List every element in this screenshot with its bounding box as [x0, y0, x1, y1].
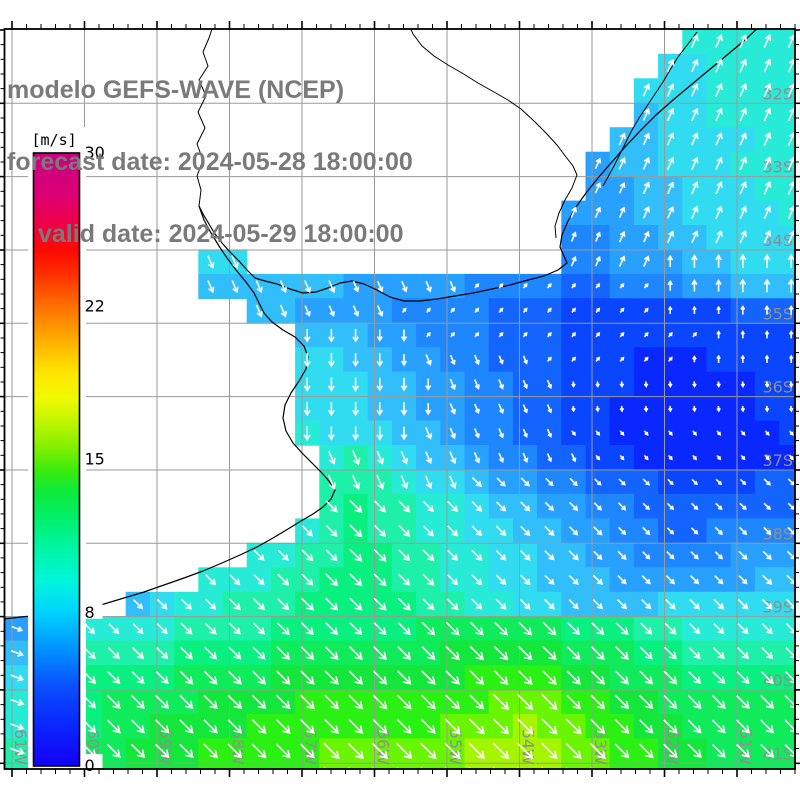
colorbar-gradient [32, 152, 81, 767]
lon-label: 56W [374, 729, 393, 765]
title-block: modelo GEFS-WAVE (NCEP) forecast date: 2… [7, 30, 413, 294]
colorbar-tick-label: 8 [85, 603, 95, 622]
lon-label: 61W [11, 729, 30, 765]
lon-label: 58W [229, 729, 248, 765]
forecast-date-label: forecast date: 2024-05-28 18:00:00 [7, 148, 413, 176]
valid-date-label: valid date: 2024-05-29 18:00:00 [38, 220, 404, 248]
lon-label: 59W [156, 729, 175, 765]
map-frame [0, 21, 800, 777]
coastline [4, 29, 758, 620]
lon-label: 55W [446, 729, 465, 765]
lon-label: 52W [664, 729, 683, 765]
colorbar-tick-label: 22 [85, 296, 105, 315]
coastline-layer [4, 29, 758, 620]
colorbar: [m/s] 30 22 15 8 0 [28, 127, 105, 779]
coastal-lagoon [602, 31, 698, 187]
lat-label: 37S [762, 451, 793, 470]
colorbar-unit-label: [m/s] [32, 131, 77, 149]
lat-label: 41S [762, 744, 793, 763]
lon-label: 51W [736, 729, 755, 765]
lon-label: 57W [301, 729, 320, 765]
uruguay-river [196, 29, 213, 207]
country-border [410, 29, 578, 239]
lat-label: 36S [762, 378, 793, 397]
colorbar-tick-label: 0 [85, 756, 95, 775]
lat-label: 35S [762, 304, 793, 323]
graticule [4, 29, 795, 769]
lat-label: 32S [762, 84, 793, 103]
lat-label: 38S [762, 524, 793, 543]
model-title: modelo GEFS-WAVE (NCEP) [7, 76, 345, 104]
lat-label: 39S [762, 598, 793, 617]
colorbar-tick-label: 15 [85, 450, 105, 469]
colorbar-tick-label: 30 [85, 143, 105, 162]
direction-arrows [9, 34, 795, 769]
lat-label: 40S [762, 671, 793, 690]
